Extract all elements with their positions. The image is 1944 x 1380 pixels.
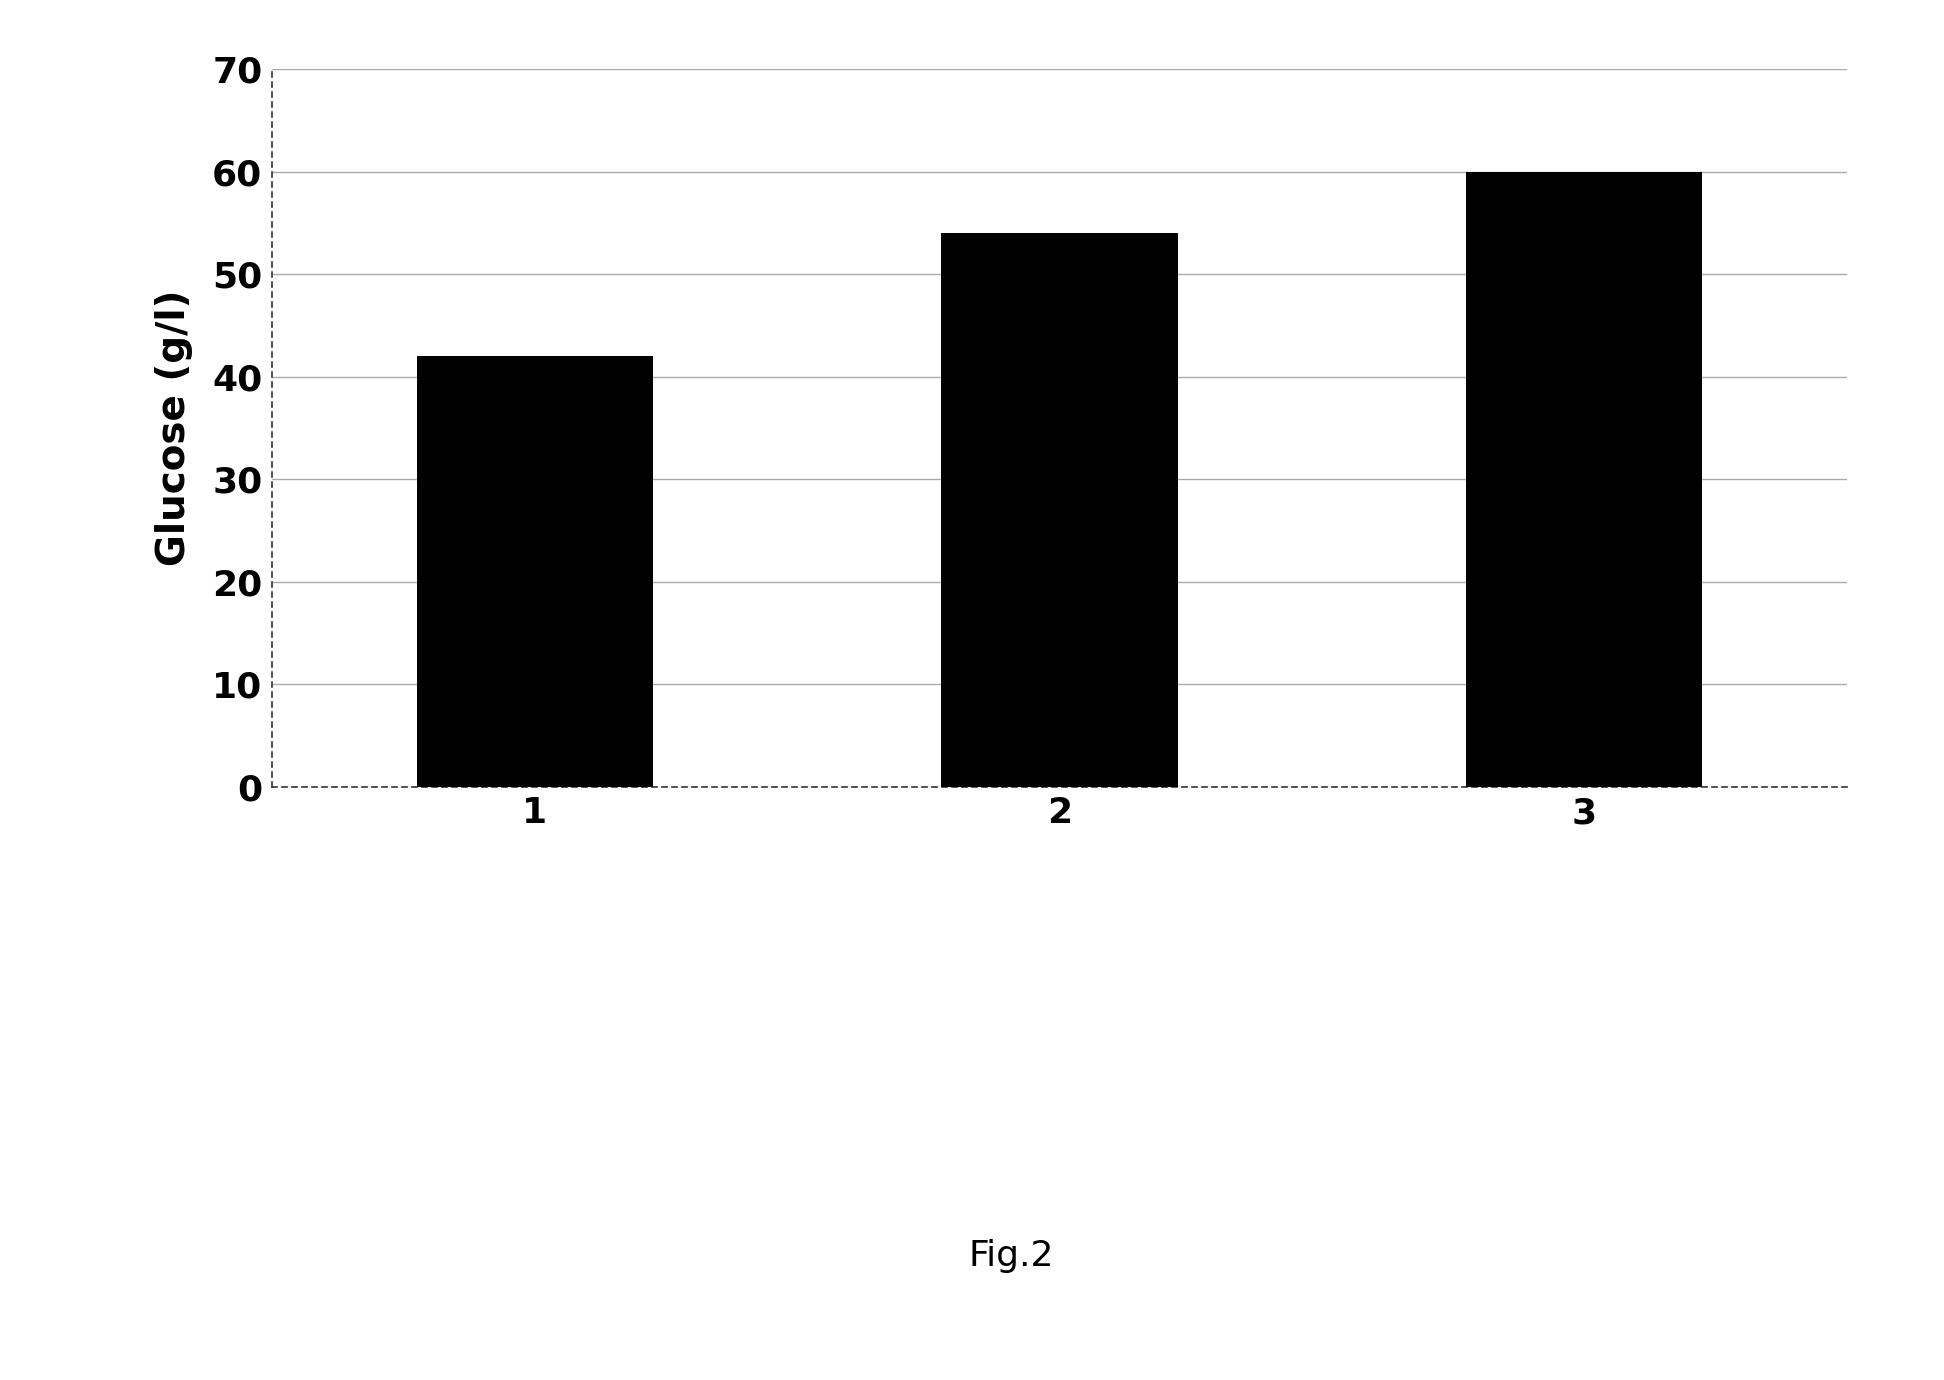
Bar — [1466, 171, 1703, 787]
Bar — [941, 233, 1178, 787]
Y-axis label: Glucose (g/l): Glucose (g/l) — [156, 290, 192, 566]
Bar — [416, 356, 653, 787]
Text: Fig.2: Fig.2 — [968, 1239, 1054, 1272]
